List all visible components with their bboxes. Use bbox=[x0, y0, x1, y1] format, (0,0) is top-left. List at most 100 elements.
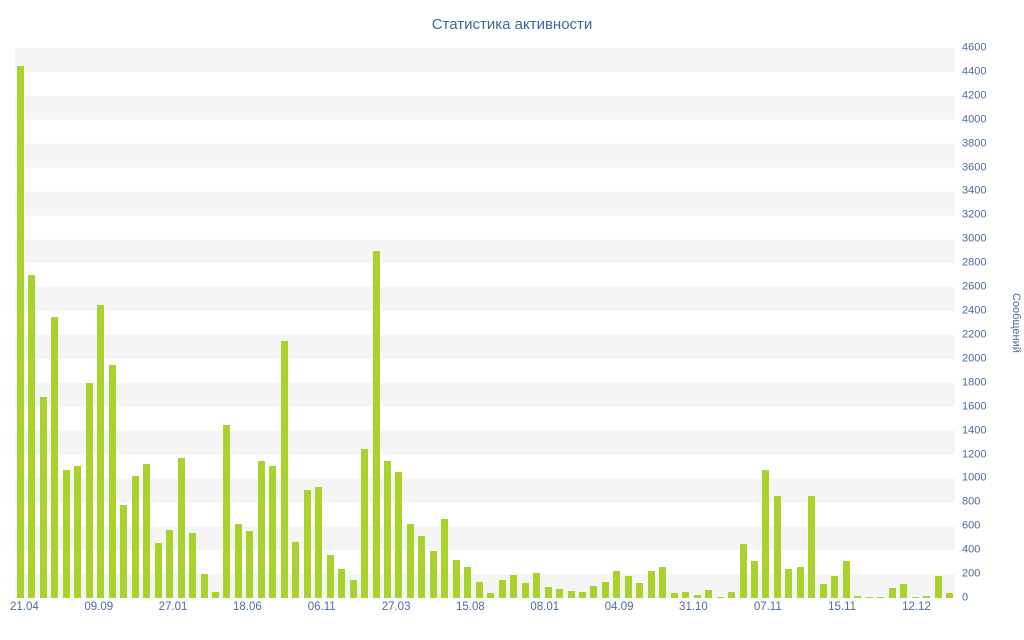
x-axis-tick-label: 06.11 bbox=[307, 601, 336, 613]
bar bbox=[716, 596, 724, 598]
bar bbox=[131, 476, 139, 598]
y-axis-tick-label: 3600 bbox=[962, 161, 987, 174]
bar bbox=[429, 551, 437, 598]
bar bbox=[269, 466, 277, 598]
y-axis-tick-label: 4600 bbox=[962, 41, 987, 54]
y-axis-tick-label: 4200 bbox=[962, 89, 987, 102]
bar bbox=[464, 566, 472, 598]
bar bbox=[567, 590, 575, 598]
bar bbox=[303, 490, 311, 598]
bar bbox=[177, 458, 185, 598]
bar bbox=[452, 559, 460, 598]
bar bbox=[292, 541, 300, 598]
bar bbox=[590, 586, 598, 598]
bar bbox=[406, 523, 414, 598]
x-axis-tick-label: 15.11 bbox=[828, 601, 857, 613]
bar bbox=[97, 305, 105, 598]
bar bbox=[384, 460, 391, 598]
bar bbox=[17, 65, 24, 598]
x-axis-tick-label: 04.09 bbox=[604, 601, 634, 613]
bar bbox=[246, 531, 254, 598]
bar bbox=[223, 424, 231, 598]
bar bbox=[934, 576, 942, 598]
bar bbox=[773, 496, 781, 598]
y-axis-tick-label: 600 bbox=[962, 519, 981, 532]
bar bbox=[521, 583, 529, 598]
bar bbox=[395, 472, 403, 598]
x-axis-tick-label: 27.03 bbox=[381, 601, 411, 613]
x-axis-tick-label: 31.10 bbox=[679, 601, 708, 613]
bar bbox=[85, 382, 93, 598]
bar bbox=[189, 533, 197, 598]
y-axis-tick-label: 3400 bbox=[962, 184, 987, 197]
x-axis-tick-label: 21.04 bbox=[10, 601, 39, 613]
bar bbox=[418, 535, 426, 598]
bar bbox=[372, 251, 380, 598]
bar-series bbox=[15, 48, 955, 598]
bar bbox=[601, 582, 609, 598]
y-axis-tick-label: 3000 bbox=[962, 232, 987, 245]
bar bbox=[613, 570, 621, 598]
chart-title: Статистика активности bbox=[431, 16, 593, 33]
bar bbox=[556, 589, 564, 598]
y-axis-tick-label: 400 bbox=[962, 543, 981, 556]
bar bbox=[143, 464, 151, 598]
bar bbox=[120, 504, 128, 598]
bar bbox=[62, 470, 70, 598]
bar bbox=[751, 560, 758, 598]
bar bbox=[349, 580, 357, 598]
bar bbox=[819, 583, 827, 598]
bar bbox=[911, 596, 919, 598]
y-axis-tick-label: 2000 bbox=[962, 352, 987, 365]
bar bbox=[888, 588, 896, 598]
y-axis-tick-label: 1200 bbox=[962, 448, 987, 461]
y-axis: 0 200 400 600 800 1000 1200 1400 1600 1800 2000 220… bbox=[958, 42, 998, 603]
bar bbox=[739, 544, 747, 598]
x-axis-tick-label: 18.06 bbox=[233, 601, 262, 613]
y-axis-tick-label: 3800 bbox=[962, 137, 987, 150]
bar bbox=[728, 592, 736, 598]
bar bbox=[39, 397, 47, 598]
bar bbox=[785, 569, 793, 598]
y-axis-tick-label: 4000 bbox=[962, 113, 987, 126]
bar bbox=[647, 570, 655, 598]
bar bbox=[498, 580, 506, 598]
bar bbox=[533, 572, 541, 598]
y-axis-tick-label: 1000 bbox=[962, 471, 987, 484]
y-axis-tick-label: 2400 bbox=[962, 304, 987, 317]
bar bbox=[315, 486, 323, 598]
y-axis-title: Сообщений bbox=[1010, 293, 1022, 353]
x-axis-tick-label: 08.01 bbox=[530, 601, 560, 613]
bar bbox=[762, 470, 770, 598]
bar bbox=[200, 574, 208, 598]
y-axis-tick-label: 4400 bbox=[962, 65, 987, 78]
bar bbox=[326, 554, 334, 598]
bar bbox=[831, 576, 839, 598]
bar bbox=[338, 569, 346, 598]
bar bbox=[945, 593, 953, 598]
x-axis-tick-label: 09.09 bbox=[84, 601, 114, 613]
bar bbox=[705, 589, 713, 598]
y-axis-tick-label: 200 bbox=[962, 567, 981, 580]
bar bbox=[900, 583, 908, 598]
bar bbox=[923, 595, 931, 598]
y-axis-tick-label: 1800 bbox=[962, 376, 987, 389]
bar bbox=[51, 317, 59, 598]
y-axis-tick-label: 2600 bbox=[962, 280, 987, 293]
x-axis-tick-label: 07.11 bbox=[753, 601, 782, 613]
bar bbox=[808, 496, 816, 598]
x-axis-tick-label: 27.01 bbox=[158, 601, 188, 613]
y-axis-tick-label: 3200 bbox=[962, 208, 987, 221]
bar bbox=[578, 592, 586, 598]
y-axis-tick-label: 2800 bbox=[962, 256, 987, 269]
bar bbox=[544, 587, 552, 598]
bar bbox=[624, 576, 632, 598]
bar bbox=[74, 466, 82, 598]
bar bbox=[796, 566, 804, 598]
bar bbox=[693, 595, 701, 598]
bar bbox=[108, 364, 116, 598]
bar bbox=[257, 460, 265, 598]
plot-area bbox=[15, 48, 955, 598]
bar bbox=[636, 583, 644, 598]
